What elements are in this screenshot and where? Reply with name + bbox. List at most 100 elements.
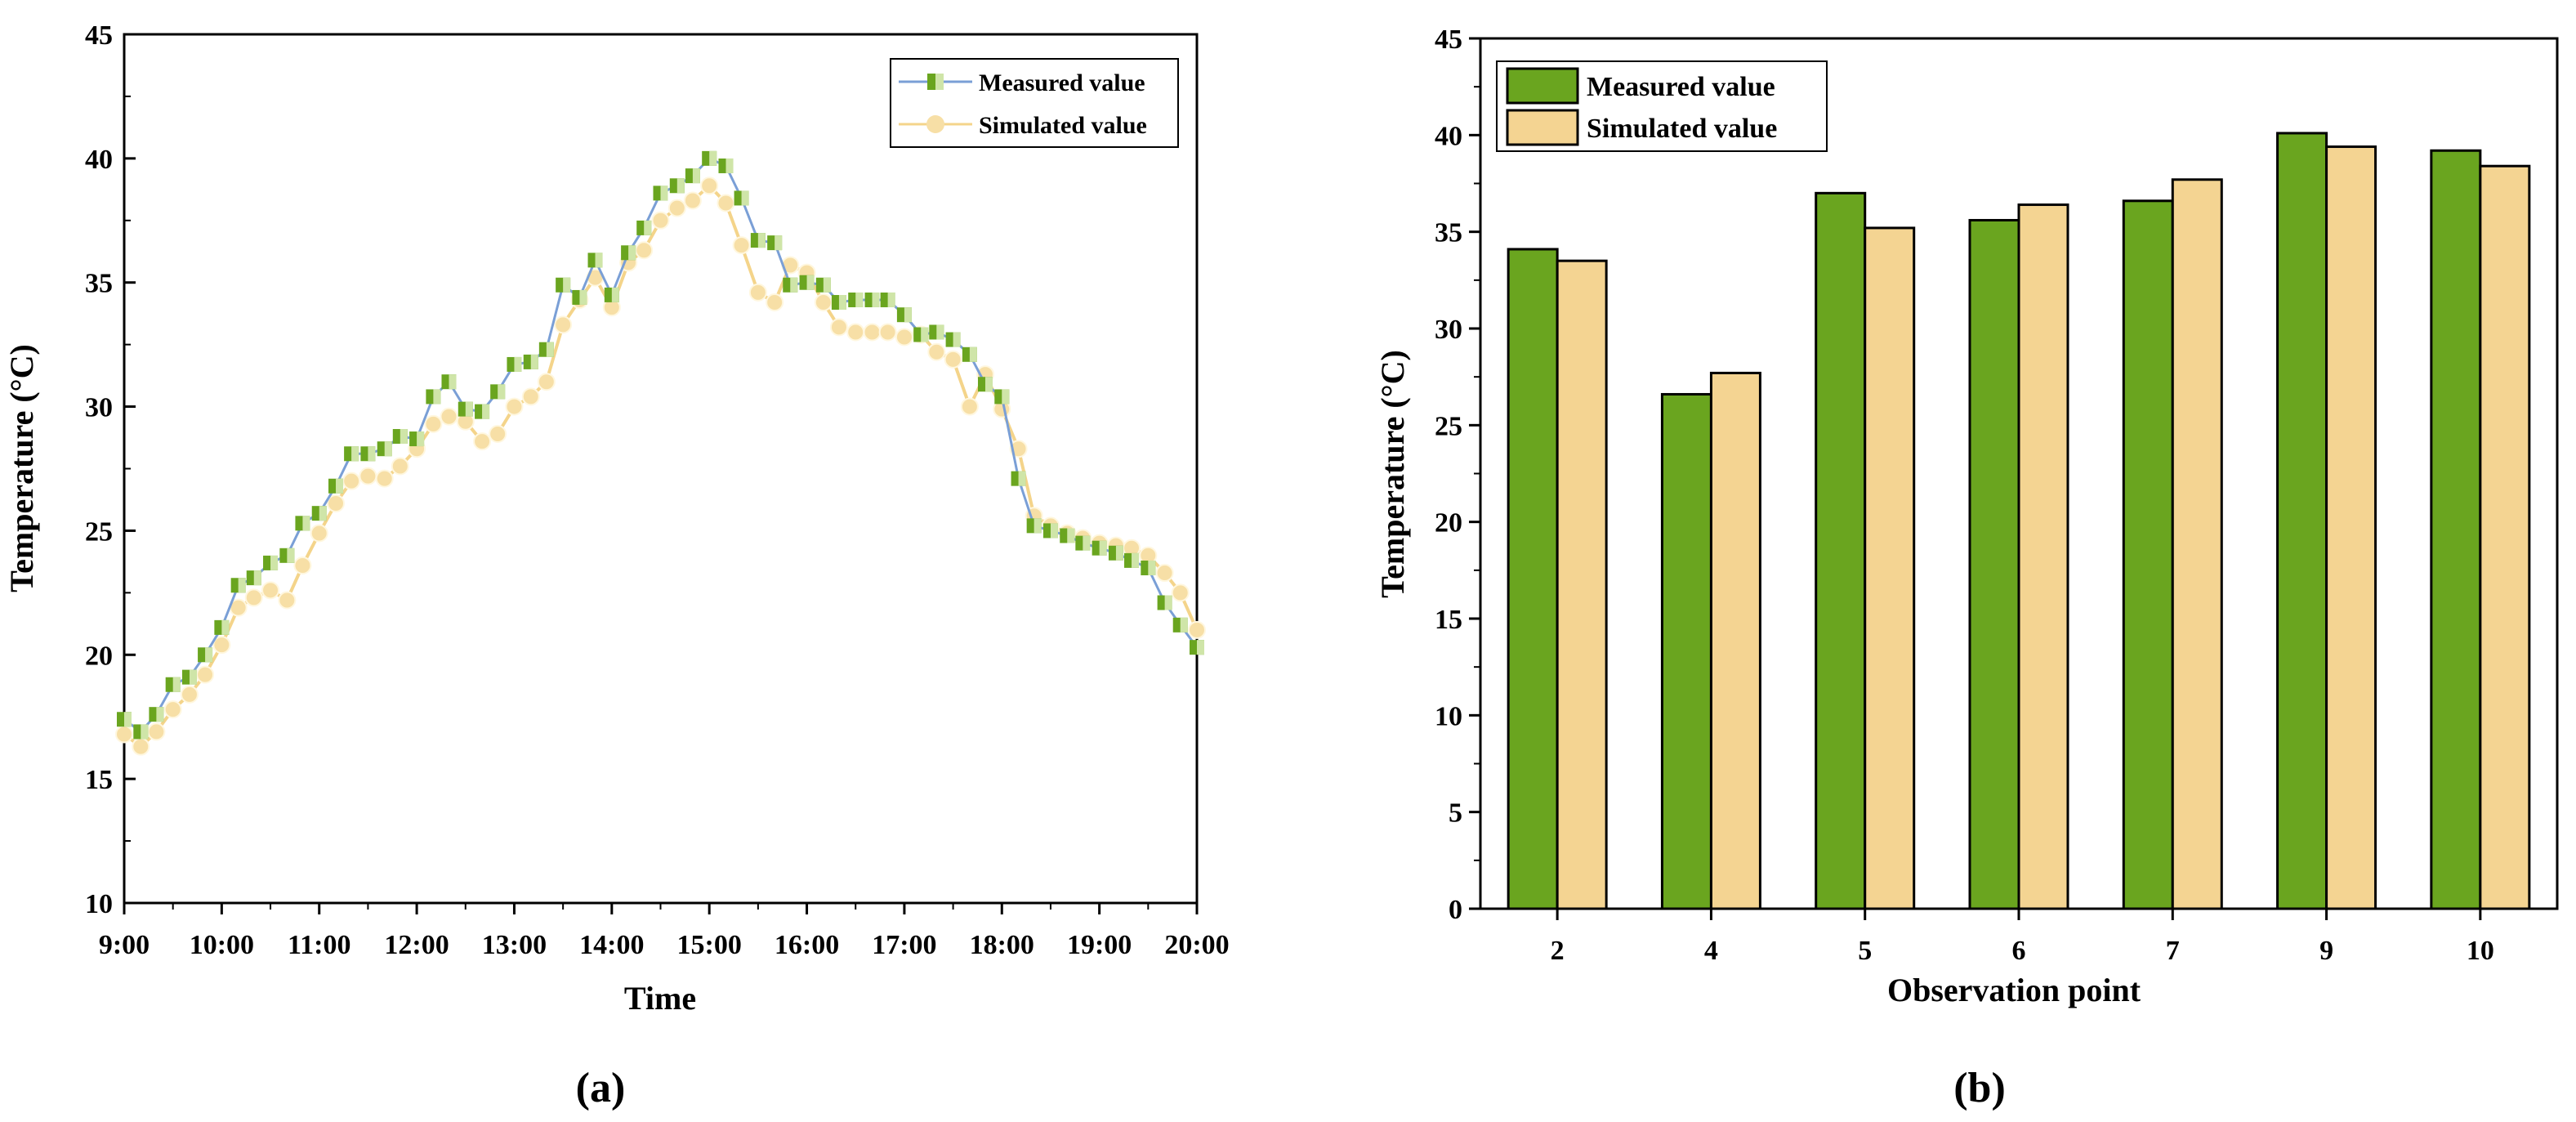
simulated-point [635, 241, 654, 260]
y-tick-label-a: 10 [85, 889, 113, 919]
measured-point-half [205, 647, 213, 663]
measured-point-half [172, 677, 181, 692]
simulated-point [927, 342, 946, 361]
x-tick-label-a: 17:00 [872, 930, 936, 960]
measured-point-half [221, 619, 230, 635]
x-tick-label-a: 15:00 [677, 930, 742, 960]
measured-point-half [336, 478, 344, 494]
legend-swatch-simulated-b [1506, 109, 1579, 146]
measured-point-half [660, 186, 668, 201]
simulated-point [244, 588, 263, 607]
line-series-group-a [115, 150, 1206, 756]
measured-point-half [351, 446, 359, 462]
measured-point-half [1164, 595, 1172, 610]
simulated-point [1155, 564, 1174, 583]
measured-point-half [1083, 535, 1091, 551]
x-tick-label-a: 19:00 [1067, 930, 1132, 960]
simulated-point [732, 236, 751, 255]
measured-point-half [400, 429, 408, 445]
simulated-point [293, 556, 312, 574]
bar-measured [1507, 248, 1559, 910]
x-tick-label-b: 7 [2166, 936, 2180, 966]
simulated-point [359, 467, 377, 485]
x-tick-label-b: 2 [1551, 936, 1565, 966]
measured-point-half [253, 570, 261, 586]
x-tick-label-a: 18:00 [970, 930, 1034, 960]
y-axis-ticks-a: 10 15 20 25 30 35 40 45 [85, 20, 136, 919]
legend-swatch-measured-b [1506, 67, 1579, 105]
x-tick-label-a: 10:00 [190, 930, 254, 960]
measured-point-half [1099, 540, 1107, 556]
y-tick-label-b: 0 [1449, 895, 1462, 925]
measured-point-half [692, 168, 700, 184]
measured-point-half [417, 431, 425, 447]
panel-label-a: (a) [576, 1065, 626, 1111]
measured-point-half [838, 295, 846, 311]
measured-point-half [287, 548, 295, 563]
x-tick-label-b: 10 [2467, 936, 2494, 966]
measured-point-half [238, 578, 246, 593]
y-tick-label-b: 15 [1435, 605, 1462, 635]
measured-point-half [741, 190, 749, 206]
bar-series-group-b [1507, 132, 2531, 910]
simulated-point [1188, 620, 1206, 639]
measured-point-half [709, 150, 717, 166]
y-tick-label-b: 25 [1435, 411, 1462, 441]
simulated-point [342, 472, 361, 490]
x-tick-label-a: 20:00 [1164, 930, 1229, 960]
measured-point-half [514, 356, 522, 372]
x-tick-label-b: 5 [1858, 936, 1872, 966]
measured-point-half [855, 292, 864, 307]
x-tick-label-a: 11:00 [288, 930, 350, 960]
y-tick-label-a: 20 [85, 641, 113, 671]
simulated-point [327, 494, 346, 513]
measured-point-half [823, 277, 831, 293]
measured-point-half [1115, 545, 1123, 561]
simulated-point [700, 177, 719, 195]
measured-point-half [936, 324, 944, 340]
y-tick-label-a: 35 [85, 269, 113, 299]
measured-point-half [1148, 560, 1156, 575]
measured-point-half [872, 292, 880, 307]
y-tick-label-b: 10 [1435, 701, 1462, 731]
legend-label-measured-b: Measured value [1587, 72, 1775, 102]
bar-simulated [1709, 371, 1761, 910]
simulated-point [863, 323, 882, 342]
measured-point-half [725, 158, 734, 173]
simulated-point [717, 194, 735, 212]
simulated-point [261, 581, 280, 600]
y-tick-label-a: 30 [85, 393, 113, 423]
measured-point-half [595, 253, 603, 268]
x-axis-title-b: Observation point [1887, 972, 2141, 1008]
y-tick-label-b: 35 [1435, 218, 1462, 248]
measured-line [123, 157, 1199, 734]
measured-point-half [563, 277, 571, 293]
measured-point-half [1197, 640, 1204, 655]
simulated-point [521, 387, 540, 406]
measured-point-half [302, 516, 310, 531]
bar-measured [2122, 199, 2174, 910]
measured-point-half [676, 178, 685, 194]
simulated-point [537, 373, 556, 391]
measured-point-half [953, 332, 961, 347]
simulated-point [829, 318, 848, 337]
simulated-point [1171, 583, 1190, 602]
measured-point-half [449, 374, 457, 390]
legend-label-simulated-a: Simulated value [979, 112, 1147, 139]
measured-point-half [984, 377, 993, 392]
legend-marker-simulated [926, 115, 944, 133]
simulated-point [766, 293, 784, 312]
simulated-point [895, 328, 913, 346]
y-tick-label-b: 45 [1435, 25, 1462, 55]
bar-measured [1815, 191, 1867, 910]
y-axis-title-b: Temperature (°C) [1374, 350, 1411, 598]
bar-simulated [1556, 259, 1608, 910]
measured-point-half [969, 346, 977, 362]
legend-b: Measured value Simulated value [1496, 60, 1828, 152]
panel-label-b: (b) [1953, 1065, 2006, 1111]
y-axis-ticks-b: 0 5 10 15 20 25 30 35 40 45 [1435, 25, 1480, 925]
legend-marker-measured-half [935, 74, 944, 90]
measured-point-half [644, 220, 652, 235]
measured-point-half [611, 287, 619, 302]
